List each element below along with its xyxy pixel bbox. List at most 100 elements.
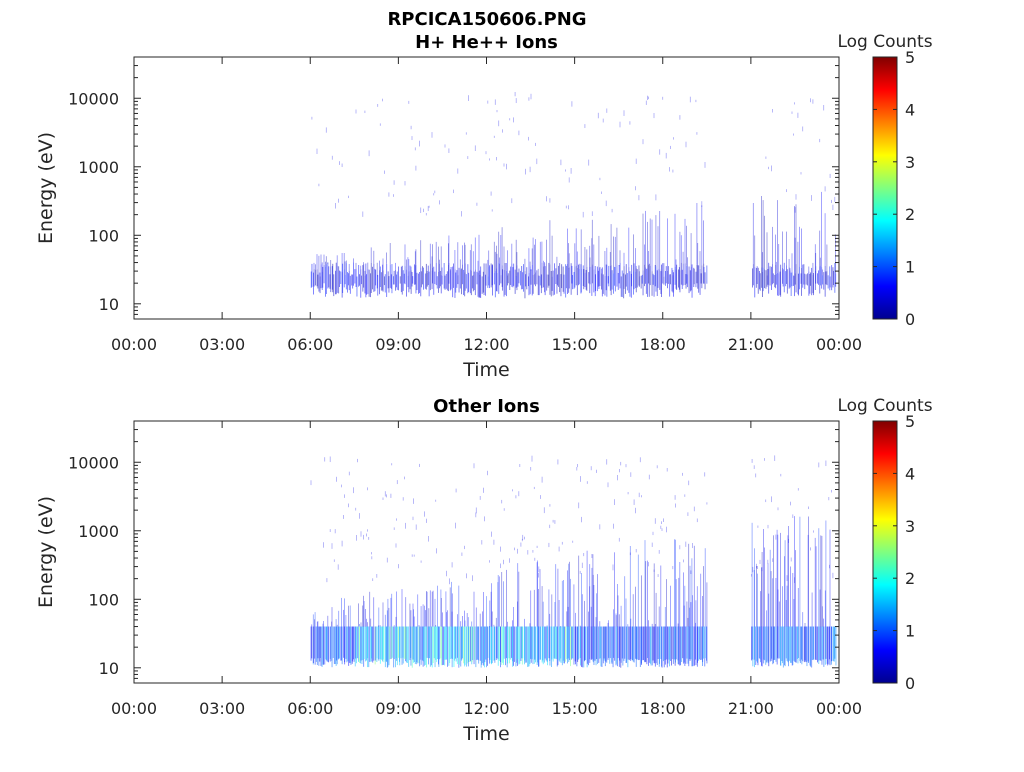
spectrogram-streak: [457, 275, 459, 285]
spectrogram-streak: [780, 264, 782, 297]
spectrogram-streak: [330, 266, 332, 293]
spectrogram-streak: [559, 263, 561, 293]
spectrogram-streak: [445, 591, 447, 627]
spectrogram-streak: [767, 563, 769, 627]
spectrogram-streak: [833, 626, 835, 662]
spectrogram-speckle: [485, 151, 487, 155]
spectrogram-streak: [589, 245, 591, 267]
spectrogram-streak: [566, 626, 568, 660]
spectrogram-streak: [790, 626, 791, 663]
spectrogram-streak: [347, 626, 349, 662]
spectrogram-streak: [437, 626, 438, 659]
spectrogram-streak: [517, 563, 519, 627]
spectrogram-streak: [380, 272, 382, 291]
spectrogram-streak: [361, 626, 363, 664]
spectrogram-streak: [636, 626, 637, 660]
spectrogram-streak: [827, 626, 829, 666]
spectrogram-speckle: [388, 192, 390, 197]
spectrogram-streak: [560, 626, 562, 663]
spectrogram-streak: [755, 268, 757, 288]
spectrogram-streak: [401, 589, 403, 627]
spectrogram-streak: [472, 275, 473, 289]
spectrogram-streak: [615, 626, 617, 664]
spectrogram-streak: [761, 626, 762, 666]
spectrogram-streak: [483, 626, 484, 666]
spectrogram-streak: [598, 268, 600, 289]
spectrogram-speckle: [597, 112, 599, 119]
spectrogram-streak: [828, 626, 830, 665]
spectrogram-streak: [396, 274, 397, 288]
spectrogram-streak: [591, 567, 593, 627]
spectrogram-speckle: [489, 560, 490, 563]
spectrogram-streak: [489, 265, 490, 289]
spectrogram-streak: [374, 626, 376, 661]
spectrogram-streak: [650, 626, 652, 666]
spectrogram-streak: [377, 275, 379, 277]
spectrogram-streak: [431, 591, 433, 627]
spectrogram-streak: [344, 261, 346, 275]
spectrogram-streak: [483, 263, 485, 295]
spectrogram-speckle: [764, 458, 765, 461]
spectrogram-streak: [328, 626, 329, 663]
spectrogram-streak: [313, 272, 314, 295]
spectrogram-streak: [500, 626, 502, 662]
spectrogram-streak: [498, 262, 500, 294]
spectrogram-streak: [693, 626, 695, 666]
spectrogram-streak: [563, 626, 565, 664]
spectrogram-streak: [583, 626, 585, 668]
spectrogram-speckle: [832, 204, 834, 211]
spectrogram-streak: [818, 528, 820, 627]
spectrogram-streak: [352, 274, 354, 289]
x-tick-label: 09:00: [375, 335, 421, 354]
spectrogram-speckle: [428, 205, 430, 208]
spectrogram-speckle: [448, 148, 450, 153]
spectrogram-speckle: [402, 497, 404, 501]
spectrogram-speckle: [431, 132, 433, 138]
spectrogram-speckle: [502, 129, 503, 133]
spectrogram-speckle: [572, 540, 574, 543]
spectrogram-streak: [363, 626, 365, 659]
spectrogram-streak: [609, 266, 611, 291]
spectrogram-speckle: [348, 471, 350, 476]
spectrogram-streak: [819, 266, 821, 294]
spectrogram-streak: [315, 264, 316, 270]
spectrogram-streak: [826, 244, 828, 272]
spectrogram-streak: [678, 269, 679, 288]
spectrogram-streak: [674, 626, 675, 660]
spectrogram-streak: [795, 626, 797, 663]
spectrogram-speckle: [324, 457, 326, 462]
spectrogram-streak: [758, 626, 760, 659]
spectrogram-streak: [478, 234, 480, 271]
spectrogram-speckle: [500, 546, 501, 552]
spectrogram-speckle: [819, 138, 821, 143]
spectrogram-streak: [620, 605, 622, 627]
spectrogram-streak: [684, 585, 686, 627]
spectrogram-streak: [332, 263, 334, 293]
spectrogram-streak: [770, 626, 772, 661]
spectrogram-streak: [661, 264, 662, 297]
spectrogram-streak: [674, 267, 676, 285]
spectrogram-streak: [470, 626, 471, 662]
spectrogram-streak: [449, 626, 451, 659]
spectrogram-streak: [441, 275, 443, 285]
spectrogram-streak: [322, 266, 324, 288]
spectrogram-streak: [391, 626, 393, 659]
spectrogram-streak: [405, 597, 407, 627]
spectrogram-speckle: [367, 529, 368, 532]
spectrogram-streak: [409, 265, 411, 290]
spectrogram-streak: [356, 626, 357, 664]
spectrogram-streak: [316, 254, 318, 270]
spectrogram-streak: [449, 270, 451, 291]
spectrogram-streak: [449, 269, 451, 271]
spectrogram-streak: [322, 623, 324, 627]
spectrogram-streak: [761, 626, 763, 667]
spectrogram-streak: [440, 626, 442, 666]
x-axis-label: Time: [462, 359, 510, 381]
spectrogram-speckle: [408, 100, 410, 104]
spectrogram-streak: [647, 221, 648, 269]
spectrogram-streak: [654, 626, 656, 667]
spectrogram-streak: [561, 580, 563, 627]
spectrogram-speckle: [467, 156, 469, 159]
spectrogram-streak: [701, 205, 703, 266]
spectrogram-streak: [565, 264, 567, 298]
